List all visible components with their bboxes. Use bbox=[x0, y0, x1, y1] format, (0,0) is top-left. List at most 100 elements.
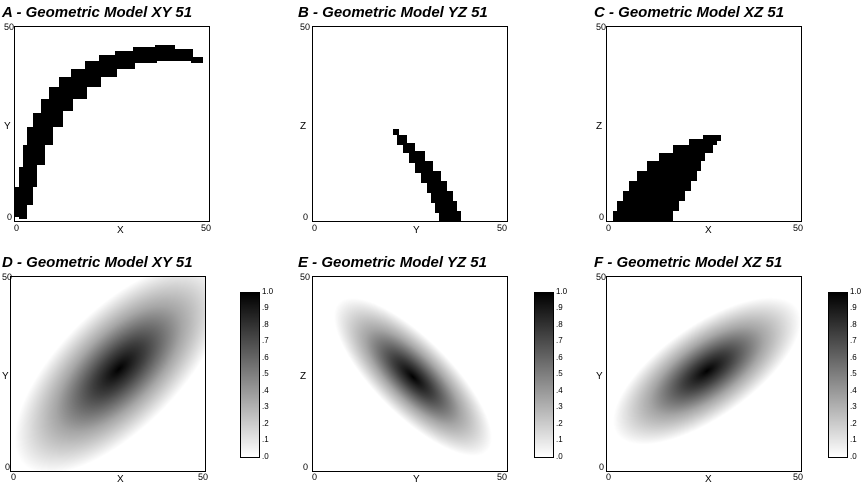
wedge-shape bbox=[613, 135, 721, 221]
grayscale-ellipse-antidiagonal bbox=[334, 298, 492, 456]
colorbar-gradient bbox=[828, 292, 848, 458]
colorbar-gradient bbox=[240, 292, 260, 458]
colorbar-tick: .7 bbox=[850, 336, 857, 345]
density-ellipse bbox=[14, 277, 205, 471]
colorbar-tick: .8 bbox=[262, 320, 269, 329]
plot-area bbox=[606, 276, 802, 472]
colorbar-tick: .6 bbox=[262, 353, 269, 362]
colorbar-tick: .1 bbox=[850, 435, 857, 444]
panel-title: F - Geometric Model XZ 51 bbox=[594, 254, 783, 271]
y-max-tick: 50 bbox=[4, 22, 15, 32]
x-min-tick: 0 bbox=[14, 223, 20, 233]
x-axis-label: Y bbox=[413, 474, 420, 485]
colorbar-tick: .9 bbox=[262, 303, 269, 312]
colorbar-tick: .2 bbox=[262, 419, 269, 428]
colorbar-tick: 1.0 bbox=[850, 287, 862, 296]
colorbar-tick: .5 bbox=[850, 369, 857, 378]
colorbar-tick: .7 bbox=[556, 336, 563, 345]
y-min-tick: 0 bbox=[5, 462, 11, 472]
wedge-shape bbox=[393, 129, 461, 221]
panel-title: C - Geometric Model XZ 51 bbox=[594, 4, 785, 21]
binary-wedge-yz bbox=[393, 129, 461, 221]
panel-b: B - Geometric Model YZ 51 50 0 Z 0 50 Y bbox=[296, 4, 508, 236]
y-max-tick: 50 bbox=[596, 22, 607, 32]
x-min-tick: 0 bbox=[11, 472, 17, 482]
colorbar-tick: .6 bbox=[850, 353, 857, 362]
colorbar-tick: 1.0 bbox=[556, 287, 568, 296]
y-max-tick: 50 bbox=[300, 22, 311, 32]
colorbar-tick: .0 bbox=[262, 452, 269, 461]
colorbar-tick: .9 bbox=[556, 303, 563, 312]
crescent-shape bbox=[15, 45, 203, 219]
x-axis-label: Y bbox=[413, 225, 420, 236]
y-axis-label: Z bbox=[300, 371, 307, 382]
density-ellipse bbox=[613, 297, 801, 445]
plot-area bbox=[312, 276, 508, 472]
colorbar-tick: .4 bbox=[850, 386, 857, 395]
plot-area bbox=[606, 26, 802, 222]
x-max-tick: 50 bbox=[497, 472, 508, 482]
x-max-tick: 50 bbox=[793, 223, 804, 233]
colorbar-tick: .8 bbox=[850, 320, 857, 329]
x-axis-label: X bbox=[705, 474, 712, 485]
y-min-tick: 0 bbox=[303, 212, 309, 222]
colorbar-tick: .0 bbox=[850, 452, 857, 461]
x-min-tick: 0 bbox=[312, 472, 318, 482]
binary-crescent-xy bbox=[15, 45, 203, 219]
colorbar-tick: 1.0 bbox=[262, 287, 274, 296]
x-axis-label: X bbox=[117, 474, 124, 485]
panel-d: D - Geometric Model XY 51 50 0 Y 0 50 X bbox=[0, 254, 210, 485]
plot-area bbox=[10, 276, 206, 472]
colorbar-tick: .3 bbox=[556, 402, 563, 411]
binary-wedge-xz bbox=[613, 135, 721, 221]
colorbar-tick: .7 bbox=[262, 336, 269, 345]
x-max-tick: 50 bbox=[497, 223, 508, 233]
panel-title: D - Geometric Model XY 51 bbox=[2, 254, 193, 271]
colorbar-tick: .1 bbox=[262, 435, 269, 444]
x-axis-label: X bbox=[705, 225, 712, 236]
x-min-tick: 0 bbox=[312, 223, 318, 233]
colorbar-tick: .4 bbox=[262, 386, 269, 395]
colorbar-tick: .2 bbox=[556, 419, 563, 428]
plot-area bbox=[312, 26, 508, 222]
x-min-tick: 0 bbox=[606, 223, 612, 233]
x-min-tick: 0 bbox=[606, 472, 612, 482]
panel-title: B - Geometric Model YZ 51 bbox=[298, 4, 488, 21]
y-axis-label: Z bbox=[596, 121, 603, 132]
panel-f: F - Geometric Model XZ 51 50 0 Y 0 50 X bbox=[592, 254, 803, 485]
panel-a: A - Geometric Model XY 51 bbox=[0, 4, 211, 236]
panel-title: A - Geometric Model XY 51 bbox=[2, 4, 193, 21]
y-axis-label: Y bbox=[596, 371, 603, 382]
x-max-tick: 50 bbox=[793, 472, 804, 482]
colorbar-tick: .4 bbox=[556, 386, 563, 395]
y-min-tick: 0 bbox=[7, 212, 13, 222]
x-axis-label: X bbox=[117, 225, 124, 236]
y-max-tick: 50 bbox=[2, 272, 13, 282]
colorbar-tick: .8 bbox=[556, 320, 563, 329]
y-axis-label: Z bbox=[300, 121, 307, 132]
grayscale-ellipse-diagonal bbox=[14, 277, 205, 471]
y-max-tick: 50 bbox=[300, 272, 311, 282]
panel-title: E - Geometric Model YZ 51 bbox=[298, 254, 487, 271]
y-axis-label: Y bbox=[4, 121, 11, 132]
colorbar-tick: .9 bbox=[850, 303, 857, 312]
colorbar-gradient bbox=[534, 292, 554, 458]
x-max-tick: 50 bbox=[198, 472, 209, 482]
colorbar-tick: .6 bbox=[556, 353, 563, 362]
colorbar-tick: .5 bbox=[556, 369, 563, 378]
y-axis-label: Y bbox=[2, 371, 9, 382]
colorbar-tick: .3 bbox=[262, 402, 269, 411]
grayscale-ellipse-diagonal bbox=[613, 297, 801, 445]
colorbar-tick: .5 bbox=[262, 369, 269, 378]
colorbar-tick: .1 bbox=[556, 435, 563, 444]
density-ellipse bbox=[334, 298, 492, 456]
plot-area bbox=[14, 26, 210, 222]
colorbar-tick: .3 bbox=[850, 402, 857, 411]
panel-c: C - Geometric Model XZ 51 50 0 Z 0 50 X bbox=[592, 4, 803, 236]
colorbar-tick: .0 bbox=[556, 452, 563, 461]
panel-e: E - Geometric Model YZ 51 50 0 Z 0 50 Y bbox=[296, 254, 508, 485]
colorbar-tick: .2 bbox=[850, 419, 857, 428]
y-min-tick: 0 bbox=[599, 212, 605, 222]
y-max-tick: 50 bbox=[596, 272, 607, 282]
y-min-tick: 0 bbox=[599, 462, 605, 472]
